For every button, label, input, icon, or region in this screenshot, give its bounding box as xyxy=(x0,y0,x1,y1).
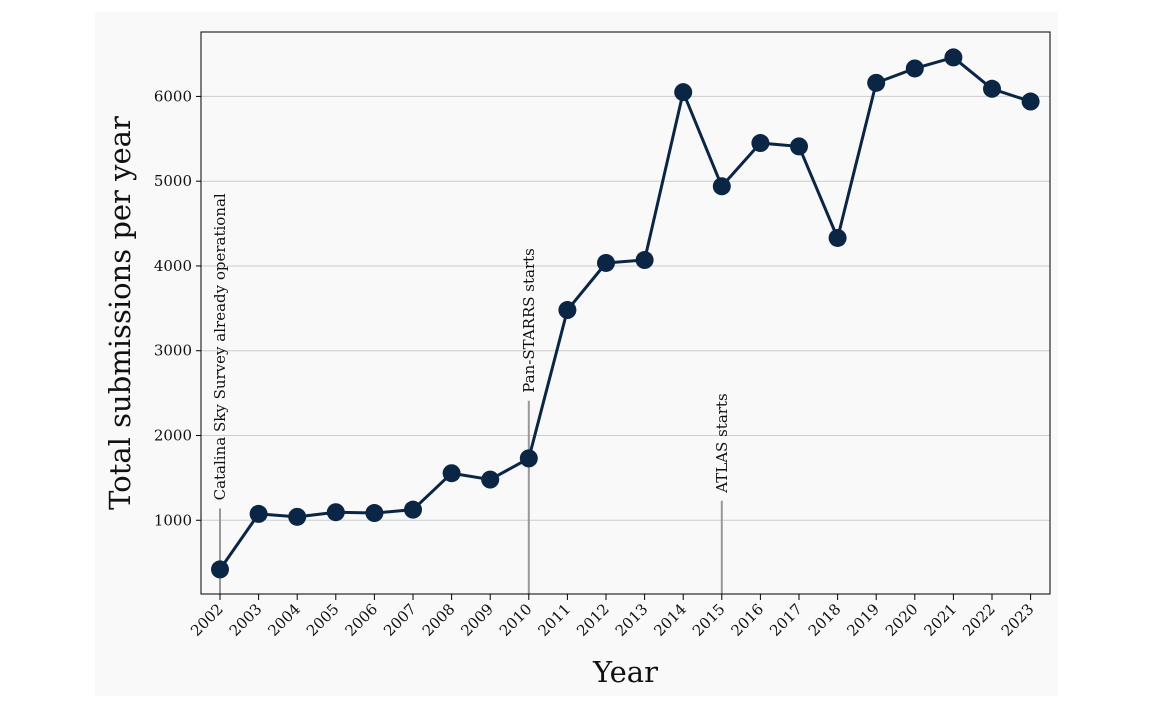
data-point xyxy=(481,470,500,489)
data-point xyxy=(404,500,422,519)
x-tick-label: 2006 xyxy=(341,600,381,640)
y-tick-label: 1000 xyxy=(154,511,192,529)
x-tick-label: 2005 xyxy=(303,600,343,640)
x-tick-label: 2020 xyxy=(882,600,922,640)
data-point xyxy=(365,504,384,523)
y-tick-label: 3000 xyxy=(154,342,192,360)
data-point xyxy=(751,134,770,153)
x-axis-ticks: 2002200320042005200620072008200920102011… xyxy=(187,594,1037,640)
x-tick-label: 2013 xyxy=(612,600,652,640)
data-point xyxy=(905,59,924,78)
data-point xyxy=(1021,92,1040,111)
x-tick-label: 2019 xyxy=(843,600,883,640)
data-point xyxy=(558,301,577,320)
x-tick-label: 2009 xyxy=(457,600,497,640)
x-tick-label: 2008 xyxy=(419,600,459,640)
y-tick-label: 4000 xyxy=(154,257,192,275)
x-tick-label: 2022 xyxy=(959,600,999,640)
data-point xyxy=(712,177,731,196)
data-point xyxy=(674,83,693,102)
data-point xyxy=(790,137,808,156)
x-tick-label: 2007 xyxy=(380,600,420,640)
data-point xyxy=(442,464,461,483)
annotation-label: ATLAS starts xyxy=(713,393,731,493)
data-point xyxy=(326,503,345,522)
plot-frame xyxy=(200,31,1051,595)
y-tick-label: 6000 xyxy=(154,87,192,105)
x-tick-label: 2015 xyxy=(689,600,729,640)
x-tick-label: 2021 xyxy=(920,600,960,640)
data-point xyxy=(983,79,1001,98)
data-point xyxy=(288,507,307,526)
gridlines xyxy=(201,95,1050,521)
x-tick-label: 2014 xyxy=(650,600,690,640)
data-point xyxy=(519,449,538,468)
y-tick-label: 2000 xyxy=(154,426,192,444)
annotation-label: Pan-STARRS starts xyxy=(520,248,538,393)
x-tick-label: 2018 xyxy=(805,600,845,640)
x-tick-label: 2003 xyxy=(226,600,266,640)
x-tick-label: 2010 xyxy=(496,600,536,640)
data-point xyxy=(828,228,847,247)
x-tick-label: 2017 xyxy=(766,600,806,640)
x-tick-label: 2023 xyxy=(998,600,1038,640)
series-layer xyxy=(211,48,1040,579)
x-tick-label: 2016 xyxy=(727,600,767,640)
y-axis-ticks: 1000 2000 3000 4000 5000 6000 xyxy=(154,87,201,529)
data-point xyxy=(944,48,963,67)
figure-background xyxy=(95,12,1058,696)
data-point xyxy=(867,73,886,92)
data-point xyxy=(249,504,268,523)
x-tick-label: 2011 xyxy=(534,600,574,640)
x-axis-title: Year xyxy=(592,655,658,689)
data-point xyxy=(211,560,229,579)
data-point xyxy=(597,253,615,272)
data-point xyxy=(635,251,654,270)
y-axis-title: Total submissions per year xyxy=(103,116,137,510)
series-line xyxy=(218,55,1032,571)
x-tick-label: 2012 xyxy=(573,600,613,640)
annotations: Catalina Sky Survey already operational P… xyxy=(211,193,731,594)
annotation-label: Catalina Sky Survey already operational xyxy=(211,193,229,500)
x-tick-label: 2004 xyxy=(264,600,304,640)
x-tick-label: 2002 xyxy=(187,600,227,640)
y-tick-label: 5000 xyxy=(154,172,192,190)
